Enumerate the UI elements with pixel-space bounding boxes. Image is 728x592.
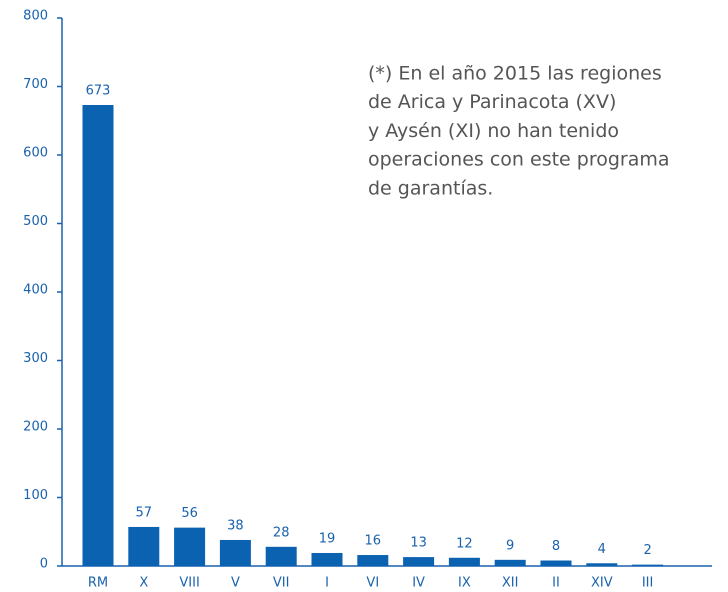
bar: [128, 526, 160, 566]
bar: [219, 539, 251, 566]
x-tick-label: X: [139, 576, 148, 591]
value-label: 28: [273, 525, 290, 540]
bar: [448, 557, 480, 566]
y-tick-label: 700: [23, 77, 48, 92]
annotation: (*) En el año 2015 las regiones: [368, 63, 662, 85]
x-tick-label: III: [642, 576, 654, 591]
y-tick-label: 600: [23, 146, 48, 161]
x-tick-label: II: [552, 576, 560, 591]
bar: [311, 552, 343, 566]
bar: [632, 564, 664, 566]
value-label: 2: [643, 543, 651, 558]
x-tick-label: VIII: [179, 576, 199, 591]
annotation: de garantías.: [368, 177, 493, 199]
annotation: y Aysén (XI) no han tenido: [368, 120, 619, 142]
value-label: 673: [86, 83, 111, 98]
value-label: 13: [410, 536, 427, 551]
x-tick-label: IV: [412, 576, 425, 591]
y-tick-label: 200: [23, 420, 48, 435]
value-label: 16: [365, 534, 382, 549]
x-tick-label: VI: [366, 576, 379, 591]
value-label: 4: [598, 542, 606, 557]
y-tick-label: 300: [23, 351, 48, 366]
y-tick-label: 100: [23, 488, 48, 503]
bar: [540, 560, 572, 566]
bar: [82, 104, 114, 567]
y-tick-label: 800: [23, 9, 48, 24]
bar: [174, 527, 206, 566]
x-tick-label: XII: [502, 576, 519, 591]
annotation: operaciones con este programa: [368, 149, 670, 171]
y-tick-label: 0: [40, 557, 48, 572]
bar: [403, 557, 435, 566]
bar: [494, 559, 526, 566]
value-label: 8: [552, 539, 560, 554]
y-tick-label: 500: [23, 214, 48, 229]
y-tick-label: 400: [23, 283, 48, 298]
value-label: 12: [456, 536, 473, 551]
value-label: 57: [136, 505, 153, 520]
x-tick-label: IX: [458, 576, 471, 591]
x-tick-label: RM: [88, 576, 108, 591]
bar: [586, 563, 618, 566]
x-tick-label: XIV: [591, 576, 613, 591]
x-tick-label: VII: [273, 576, 290, 591]
x-tick-label: V: [231, 576, 240, 591]
bar: [357, 555, 389, 566]
value-label: 38: [227, 518, 244, 533]
bar: [265, 546, 297, 566]
value-label: 56: [181, 506, 198, 521]
value-label: 19: [319, 531, 336, 546]
value-label: 9: [506, 538, 514, 553]
x-tick-label: I: [325, 576, 329, 591]
annotation: de Arica y Parinacota (XV): [368, 91, 616, 113]
